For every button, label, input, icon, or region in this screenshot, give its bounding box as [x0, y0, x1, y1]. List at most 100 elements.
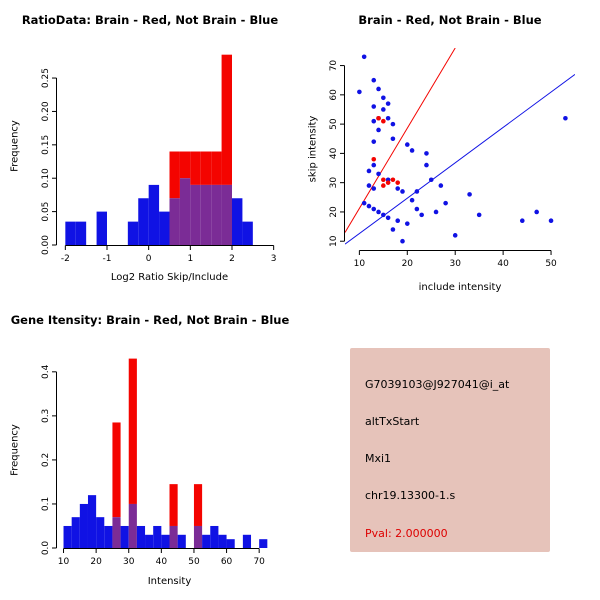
hist-bar [159, 211, 170, 245]
hist-bar [71, 517, 80, 548]
y-tick-label: 40 [329, 147, 339, 159]
hist-bar [75, 221, 87, 245]
panel-gene-intensity-histogram: Gene Itensity: Brain - Red, Not Brain - … [0, 300, 300, 600]
hist-bar [242, 534, 252, 548]
hist-bar [148, 184, 160, 245]
ratio-histogram-xlabel: Log2 Ratio Skip/Include [110, 272, 229, 283]
scatter-point [371, 186, 377, 191]
x-tick-label: -1 [103, 254, 112, 264]
gene-intensity-xlabel: Intensity [147, 576, 192, 587]
intensity-scatter-plot: 10 20 30 40 50 10 20 30 40 50 60 70 [329, 48, 575, 269]
scatter-point [381, 212, 386, 218]
x-tick-label: 30 [449, 259, 461, 269]
hist-bar-overlap [112, 517, 121, 548]
x-tick-label: 3 [271, 254, 277, 264]
gene-intensity-histogram-plot: 10 20 30 40 50 60 70 0.0 0.1 0.2 0.3 0.4 [41, 358, 268, 567]
hist-bar [87, 495, 97, 548]
hist-bar [200, 151, 212, 185]
scatter-point [390, 177, 396, 183]
hist-bar-overlap [190, 184, 201, 245]
scatter-point [376, 209, 381, 215]
probe-id-text: G7039103@J927041@i_at [365, 378, 510, 391]
hist-bar-overlap [169, 198, 180, 245]
info-box: G7039103@J927041@i_at altTxStart Mxi1 ch… [350, 348, 550, 552]
genome-location-text: chr19.13300-1.s [365, 489, 456, 502]
scatter-point [385, 180, 391, 185]
scatter-point [414, 189, 420, 194]
panel-ratio-histogram: RatioData: Brain - Red, Not Brain - Blue… [0, 0, 300, 300]
hist-bar [221, 54, 232, 185]
x-tick-label: 10 [58, 557, 70, 567]
hist-bar [193, 484, 203, 526]
y-tick-label: 0.00 [41, 235, 51, 255]
x-tick-label: 2 [229, 254, 235, 264]
y-tick-label: 50 [329, 118, 339, 130]
hist-bar [161, 534, 170, 548]
scatter-point [400, 238, 405, 244]
y-tick-label: 0.3 [41, 409, 51, 423]
scatter-point [390, 227, 396, 232]
hist-bar [136, 525, 146, 548]
scatter-point [395, 186, 401, 191]
scatter-point [371, 206, 377, 212]
hist-bar [211, 151, 222, 185]
x-tick-label: 50 [545, 259, 557, 269]
hist-bar [127, 221, 139, 245]
hist-bar-overlap [179, 178, 191, 245]
scatter-point [404, 221, 410, 226]
scatter-point [376, 86, 381, 92]
scatter-point [385, 101, 391, 106]
y-tick-label: 20 [329, 206, 339, 218]
panel-gene-info: G7039103@J927041@i_at altTxStart Mxi1 ch… [300, 300, 600, 600]
hist-bar [190, 151, 201, 185]
scatter-point [371, 139, 377, 144]
scatter-point [361, 200, 367, 206]
hist-bar [226, 539, 235, 548]
hist-bar [232, 198, 243, 245]
hist-bar [177, 534, 186, 548]
scatter-point [390, 121, 396, 127]
y-tick-label: 10 [329, 235, 339, 247]
hist-bar [120, 525, 129, 548]
hist-bar-overlap [169, 525, 178, 548]
scatter-point [414, 206, 420, 212]
scatter-xlabel: include intensity [418, 282, 502, 293]
y-tick-label: 0.20 [41, 101, 51, 121]
x-tick-label: 40 [156, 557, 168, 567]
hist-bar-overlap [200, 184, 212, 245]
hist-bar [104, 525, 113, 548]
y-tick-label: 0.4 [41, 364, 51, 379]
scatter-point [428, 177, 434, 183]
y-tick-label: 30 [329, 177, 339, 189]
scatter-point [438, 183, 444, 188]
panel-intensity-scatter: Brain - Red, Not Brain - Blue skip inten… [300, 0, 600, 300]
scatter-point [361, 54, 367, 60]
scatter-point [381, 118, 386, 124]
hist-bar [96, 517, 105, 548]
y-tick-label: 0.05 [41, 202, 51, 222]
y-tick-label: 0.2 [41, 453, 51, 467]
hist-bar [79, 503, 88, 548]
scatter-point [371, 156, 377, 162]
notbrain-fit-line [345, 73, 575, 245]
brain-fit-line [345, 48, 456, 233]
x-tick-label: 20 [90, 557, 102, 567]
ratio-histogram-title: RatioData: Brain - Red, Not Brain - Blue [21, 13, 279, 27]
x-tick-label: -2 [61, 254, 70, 264]
hist-bar [210, 525, 219, 548]
hist-bar-overlap [128, 503, 137, 548]
scatter-point [404, 142, 410, 147]
hist-bar [128, 358, 137, 504]
y-tick-label: 0.15 [41, 135, 51, 155]
scatter-point [385, 215, 391, 221]
scatter-point [534, 209, 539, 215]
scatter-point [366, 183, 372, 188]
scatter-point [548, 218, 554, 224]
scatter-point [390, 136, 396, 142]
scatter-point [381, 183, 386, 188]
event-type-text: altTxStart [365, 415, 420, 428]
scatter-point [452, 233, 458, 238]
y-tick-label: 0.25 [41, 68, 51, 88]
x-tick-label: 30 [123, 557, 135, 567]
